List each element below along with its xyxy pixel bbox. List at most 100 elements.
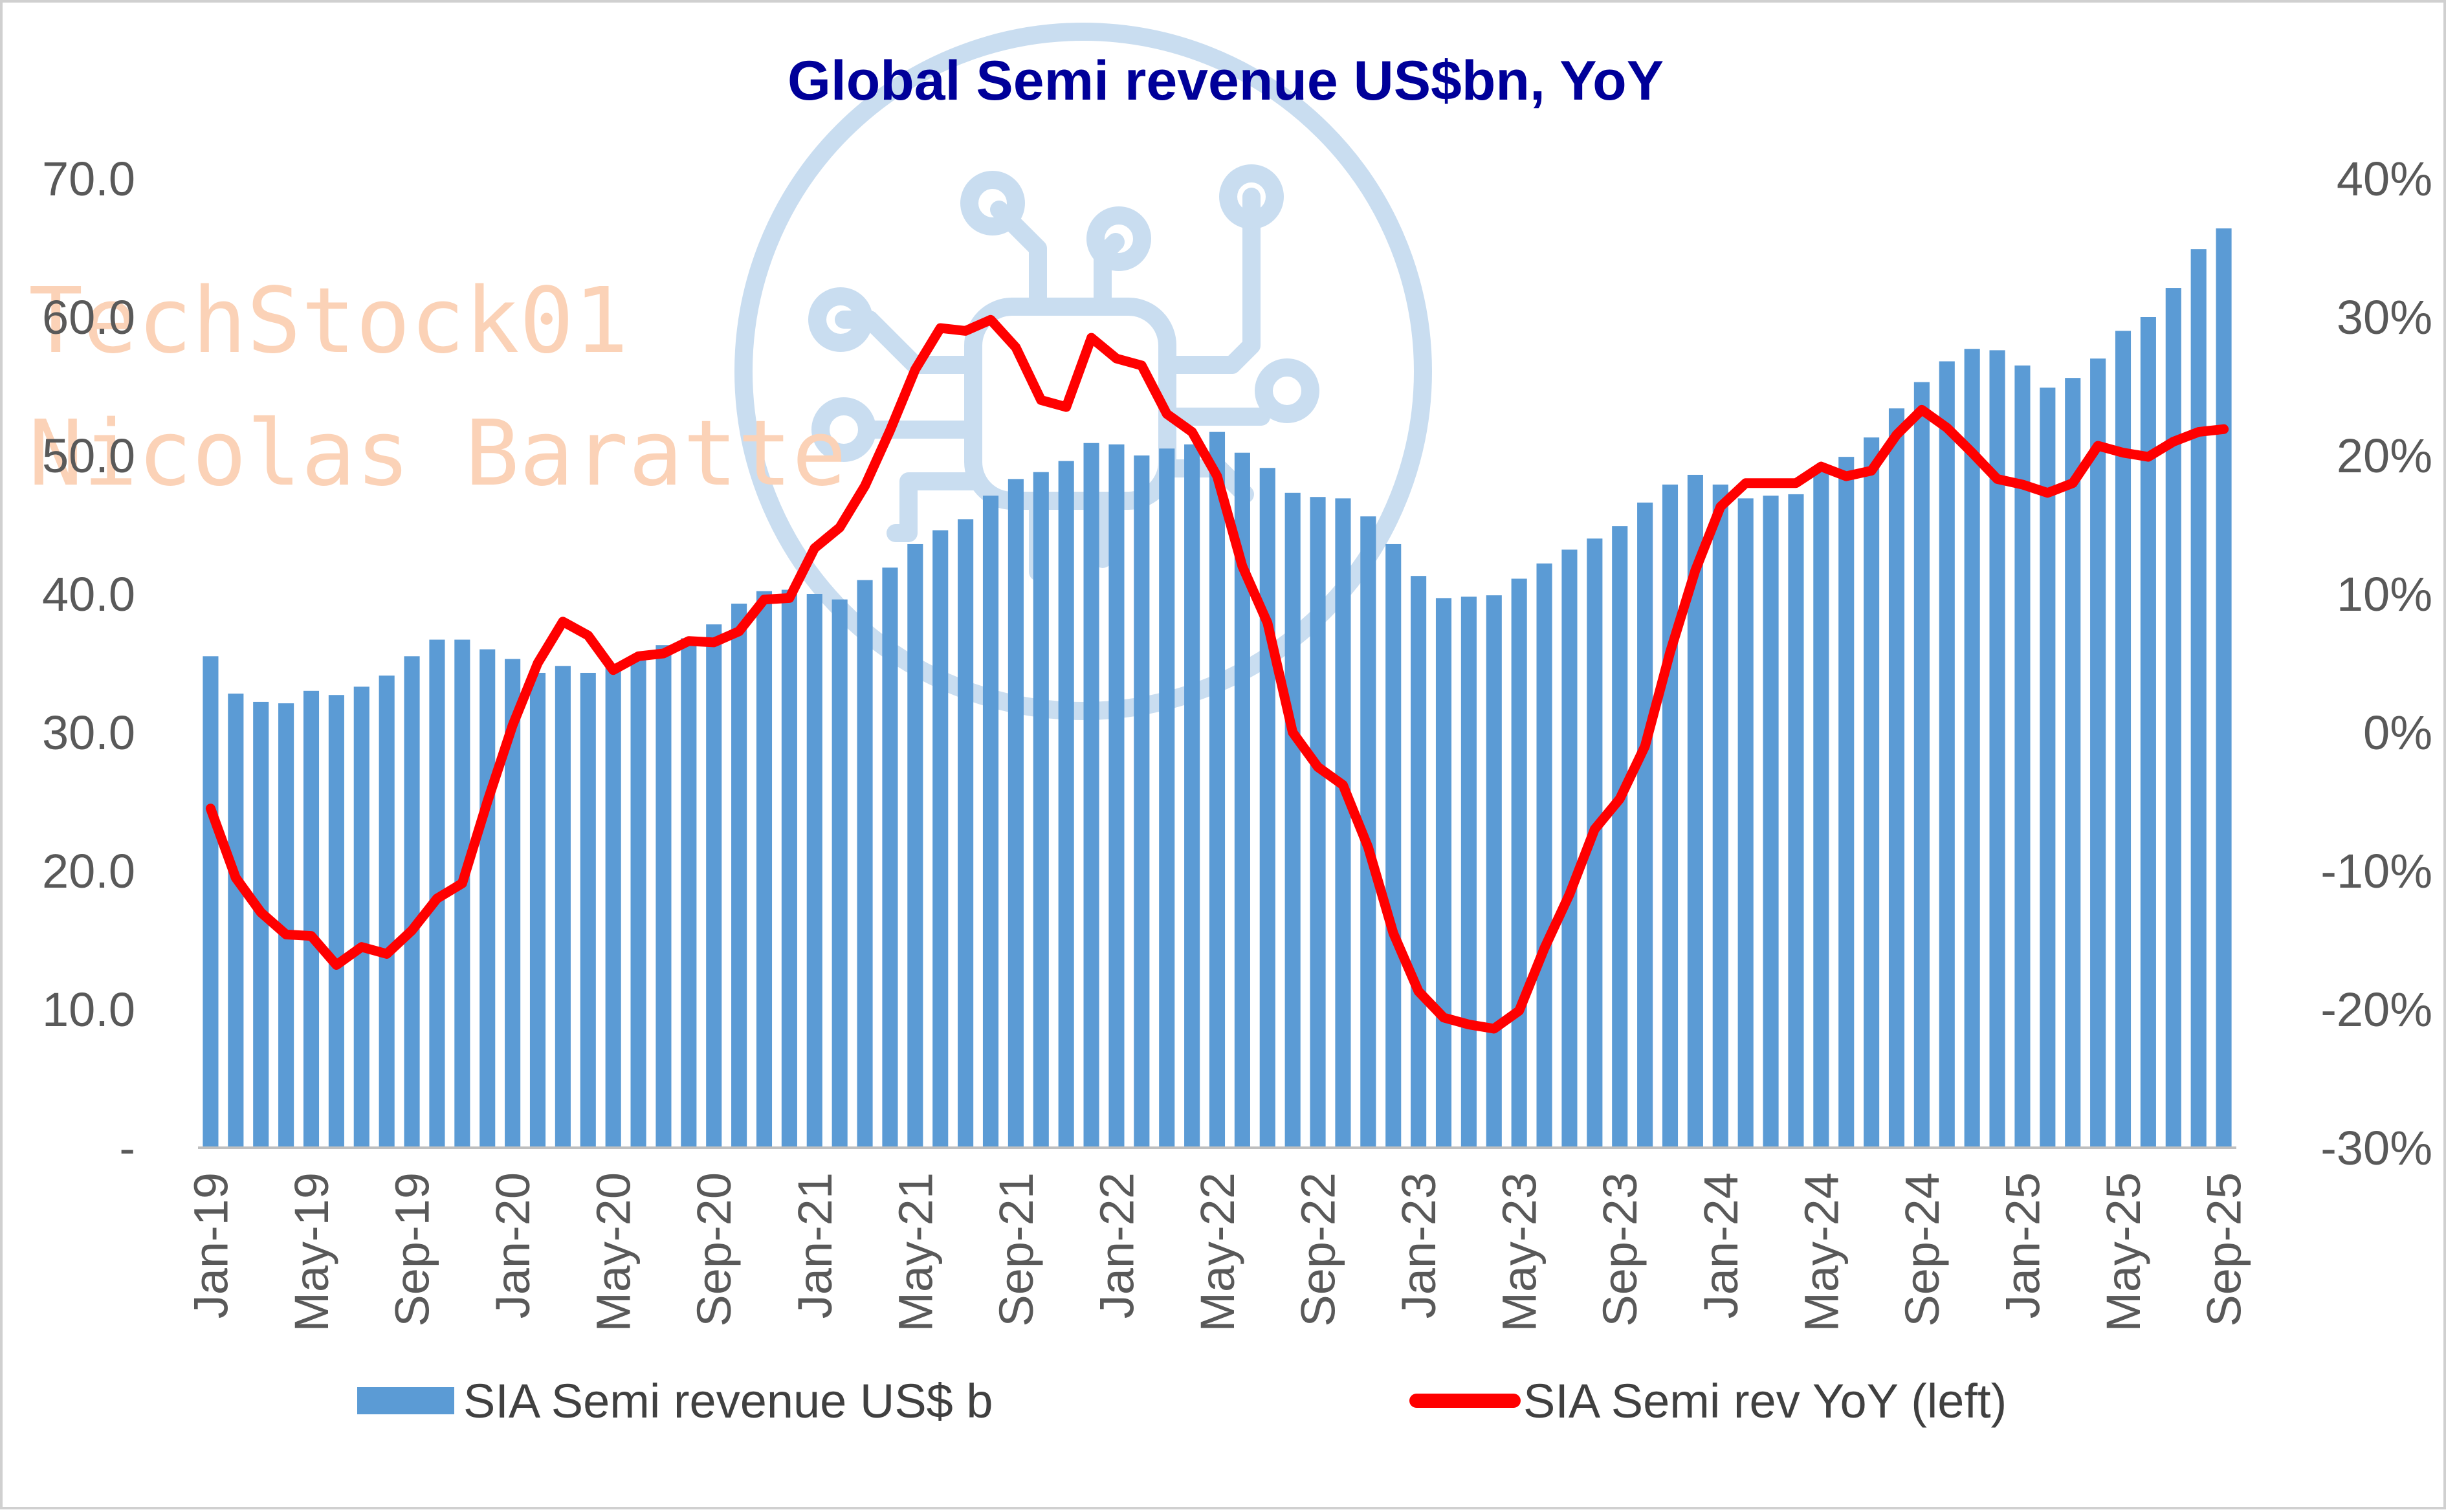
bar-Apr-25 <box>2090 358 2106 1148</box>
x-tick-label: Sep-19 <box>386 1172 439 1327</box>
bar-Jun-25 <box>2140 317 2156 1148</box>
x-tick-label: Sep-23 <box>1593 1172 1647 1327</box>
chart-svg: TechStock01 Nicolas Baratte Global Semi … <box>28 23 2432 1428</box>
bar-Nov-23 <box>1662 484 1679 1148</box>
bar-Feb-24 <box>1737 498 1754 1148</box>
bar-Nov-24 <box>1964 349 1980 1148</box>
bar-Nov-19 <box>454 639 470 1148</box>
x-tick-label: May-22 <box>1191 1172 1244 1332</box>
bar-May-20 <box>605 667 621 1148</box>
bar-Jan-24 <box>1712 484 1728 1148</box>
bar-Jun-19 <box>328 695 344 1148</box>
legend-bar-swatch <box>357 1387 454 1414</box>
bar-Dec-20 <box>781 589 797 1148</box>
x-tick-label: Jan-22 <box>1090 1172 1143 1319</box>
x-tick-label: May-19 <box>285 1172 338 1332</box>
bar-Feb-20 <box>529 672 546 1148</box>
bar-Jun-20 <box>630 659 646 1148</box>
left-tick-label: 30.0 <box>42 706 135 760</box>
bar-Feb-23 <box>1435 598 1452 1148</box>
bar-Aug-20 <box>681 638 697 1148</box>
left-tick-label: 60.0 <box>42 290 135 344</box>
watermark: TechStock01 Nicolas Baratte <box>28 23 1432 720</box>
bar-Dec-19 <box>479 649 496 1148</box>
bar-Mar-20 <box>555 666 571 1148</box>
x-tick-label: Jan-21 <box>788 1172 842 1319</box>
bar-Mar-21 <box>857 580 873 1148</box>
bar-Mar-25 <box>2065 378 2081 1148</box>
right-tick-label: 0% <box>2363 706 2432 760</box>
right-tick-label: 30% <box>2337 290 2432 344</box>
left-axis-ticks: - 10.0 20.0 30.0 40.0 50.0 60.0 70.0 <box>42 152 135 1175</box>
bar-Nov-20 <box>756 591 773 1148</box>
left-tick-label: 20.0 <box>42 844 135 898</box>
bar-May-21 <box>907 543 923 1148</box>
x-tick-label: Jan-19 <box>184 1172 237 1319</box>
bar-Sep-20 <box>706 624 722 1148</box>
bar-Jan-25 <box>2014 365 2031 1148</box>
bar-Oct-20 <box>731 603 747 1148</box>
bar-Mar-24 <box>1763 496 1779 1148</box>
left-tick-label: - <box>119 1121 135 1175</box>
bar-Aug-25 <box>2190 249 2207 1148</box>
x-tick-label: May-24 <box>1794 1172 1848 1332</box>
x-tick-label: Sep-21 <box>989 1172 1043 1327</box>
bar-Apr-23 <box>1486 595 1502 1148</box>
x-axis-ticks: Jan-19 May-19 Sep-19 Jan-20 May-20 Sep-20 Jan-… <box>184 1172 2251 1332</box>
right-tick-label: -20% <box>2320 983 2432 1036</box>
bar-Jun-21 <box>932 530 949 1148</box>
right-tick-label: 40% <box>2337 152 2432 206</box>
right-axis-ticks: -30% -20% -10% 0% 10% 20% 30% 40% <box>2320 152 2432 1175</box>
right-tick-label: 10% <box>2337 567 2432 621</box>
x-tick-label: Jan-20 <box>486 1172 540 1319</box>
bar-Sep-21 <box>1008 479 1024 1148</box>
right-tick-label: -30% <box>2320 1121 2432 1175</box>
bar-Nov-21 <box>1058 461 1074 1148</box>
bar-Jul-22 <box>1259 468 1275 1148</box>
bar-Oct-22 <box>1335 498 1351 1148</box>
x-tick-label: Jan-24 <box>1694 1172 1748 1319</box>
bar-May-23 <box>1511 578 1527 1148</box>
bar-Feb-25 <box>2040 388 2056 1148</box>
x-tick-label: Jan-25 <box>1996 1172 2049 1319</box>
right-tick-label: -10% <box>2320 844 2432 898</box>
bar-Jan-23 <box>1411 576 1427 1148</box>
bar-Feb-22 <box>1134 455 1150 1148</box>
bar-Jul-21 <box>958 519 974 1148</box>
bar-Mar-22 <box>1159 448 1175 1148</box>
bar-Sep-24 <box>1913 382 1930 1148</box>
bar-Aug-22 <box>1284 492 1301 1148</box>
bar-Mar-19 <box>253 701 269 1148</box>
bar-Jul-20 <box>656 645 672 1148</box>
bar-Sep-22 <box>1310 497 1326 1148</box>
bar-Apr-22 <box>1184 444 1200 1148</box>
bar-Aug-19 <box>379 675 395 1148</box>
bar-May-19 <box>303 690 320 1148</box>
bar-Jul-23 <box>1561 549 1578 1148</box>
bar-Apr-20 <box>580 672 596 1148</box>
bar-Feb-21 <box>832 599 848 1148</box>
bar-Jul-25 <box>2165 288 2181 1148</box>
bar-May-25 <box>2115 331 2132 1148</box>
x-tick-label: Sep-25 <box>2198 1172 2251 1327</box>
bar-Sep-19 <box>404 656 420 1148</box>
bar-May-24 <box>1813 472 1829 1148</box>
x-tick-label: Jan-23 <box>1392 1172 1446 1319</box>
bar-Aug-21 <box>982 496 999 1148</box>
right-tick-label: 20% <box>2337 429 2432 483</box>
bar-Mar-23 <box>1460 597 1477 1148</box>
bar-Jan-22 <box>1108 444 1125 1148</box>
bar-Apr-21 <box>882 567 898 1148</box>
x-tick-label: Sep-24 <box>1895 1172 1949 1327</box>
legend-line-label: SIA Semi rev YoY (left) <box>1523 1374 2007 1428</box>
bar-Oct-21 <box>1033 472 1049 1148</box>
x-tick-label: May-23 <box>1493 1172 1547 1332</box>
chart-title: Global Semi revenue US$bn, YoY <box>788 50 1664 112</box>
bar-Dec-22 <box>1385 543 1402 1148</box>
bar-Sep-25 <box>2216 228 2232 1148</box>
bar-Jun-24 <box>1838 457 1855 1148</box>
legend: SIA Semi revenue US$ b SIA Semi rev YoY … <box>357 1374 2007 1428</box>
left-tick-label: 70.0 <box>42 152 135 206</box>
x-tick-label: Sep-20 <box>687 1172 741 1327</box>
